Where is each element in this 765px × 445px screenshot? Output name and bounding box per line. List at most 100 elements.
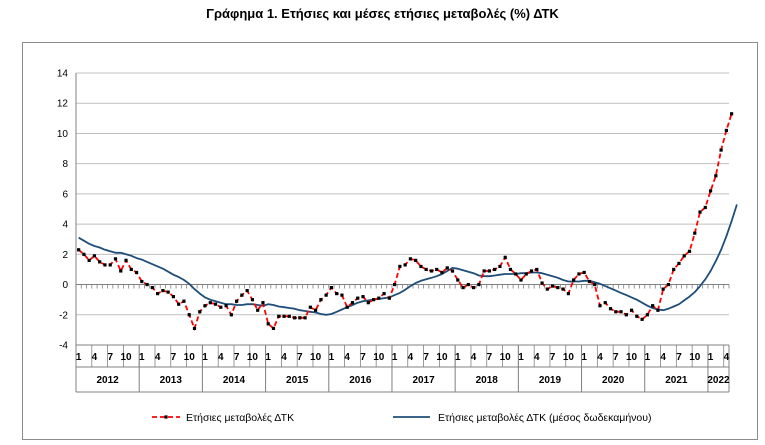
series-annual-marker <box>145 282 149 287</box>
year-label: 2016 <box>349 375 372 386</box>
month-tick-label: 4 <box>92 352 98 363</box>
year-label: 2013 <box>160 375 183 386</box>
legend-annual-marker <box>164 415 168 419</box>
series-annual-marker <box>666 282 671 287</box>
series-annual-marker <box>277 314 281 318</box>
year-label: 2017 <box>412 375 435 386</box>
series-annual-marker <box>98 260 102 264</box>
legend-annual-label: Ετήσιες μεταβολές ΔΤΚ <box>186 412 294 424</box>
y-tick-label: -2 <box>59 310 68 321</box>
month-tick-label: 1 <box>581 352 587 363</box>
series-annual-marker <box>435 267 439 272</box>
year-label: 2021 <box>665 375 688 386</box>
series-annual-marker <box>556 285 560 290</box>
series-annual-marker <box>150 285 154 290</box>
series-annual-marker <box>461 285 465 290</box>
month-tick-label: 7 <box>234 352 240 363</box>
series-annual-marker <box>182 299 186 303</box>
series-annual-marker <box>645 313 649 317</box>
series-annual-marker <box>566 292 570 296</box>
month-tick-label: 10 <box>310 352 322 363</box>
month-tick-label: 7 <box>360 352 366 363</box>
series-annual-line <box>78 113 733 332</box>
series-annual-marker <box>682 254 686 258</box>
month-tick-label: 1 <box>518 352 524 363</box>
series-annual-marker <box>250 298 255 302</box>
series-annual-marker <box>192 326 197 330</box>
year-label: 2012 <box>96 375 119 386</box>
series-annual-marker <box>324 293 328 297</box>
series-annual-marker <box>587 279 592 284</box>
month-tick-label: 7 <box>171 352 177 363</box>
series-annual-marker <box>129 267 133 272</box>
year-label: 2020 <box>602 375 625 386</box>
series-annual-marker <box>403 263 407 267</box>
chart-title: Γράφημα 1. Ετήσιες και μέσες ετήσιες μετ… <box>206 6 559 21</box>
series-annual-marker <box>398 264 402 269</box>
series-annual-marker <box>529 269 534 273</box>
series-annual-marker <box>535 267 539 272</box>
month-tick-label: 4 <box>408 352 414 363</box>
month-tick-label: 10 <box>563 352 575 363</box>
series-annual-marker <box>408 257 412 261</box>
month-tick-label: 10 <box>500 352 512 363</box>
series-average-line <box>78 204 738 316</box>
series-annual-marker <box>124 258 128 262</box>
month-tick-label: 4 <box>597 352 603 363</box>
series-layer <box>77 112 738 332</box>
year-label: 2019 <box>539 375 562 386</box>
series-annual-marker <box>651 304 655 308</box>
series-annual-marker <box>635 314 639 318</box>
series-annual-marker <box>661 287 665 291</box>
series-annual-marker <box>640 317 644 321</box>
series-annual-marker <box>240 293 244 297</box>
series-annual-marker <box>572 278 576 282</box>
month-tick-label: 10 <box>373 352 385 363</box>
month-tick-label: 10 <box>436 352 448 363</box>
series-annual-marker <box>134 270 139 275</box>
series-annual-marker <box>608 307 613 311</box>
series-annual-marker <box>314 308 318 312</box>
series-annual-marker <box>82 252 86 256</box>
series-annual-marker <box>714 174 718 178</box>
series-annual-marker <box>614 310 618 314</box>
series-annual-marker <box>493 267 497 272</box>
y-tick-label: 6 <box>62 189 68 200</box>
series-annual-marker <box>103 263 107 267</box>
series-annual-marker <box>203 304 207 308</box>
series-annual-marker <box>208 301 212 305</box>
series-annual-marker <box>577 272 581 276</box>
month-tick-label: 4 <box>218 352 224 363</box>
series-annual-marker <box>92 254 97 258</box>
series-annual-marker <box>508 267 513 272</box>
series-annual-marker <box>672 267 676 272</box>
series-annual-marker <box>708 189 713 193</box>
series-annual-marker <box>271 326 276 330</box>
series-annual-marker <box>303 316 307 320</box>
series-annual-marker <box>108 263 112 267</box>
year-label: 2018 <box>476 375 499 386</box>
series-annual-marker <box>424 267 428 272</box>
series-annual-marker <box>319 298 323 302</box>
series-annual-marker <box>477 282 481 287</box>
month-tick-label: 1 <box>392 352 398 363</box>
year-label: 2015 <box>286 375 309 386</box>
month-tick-label: 1 <box>645 352 651 363</box>
series-annual-marker <box>166 290 170 294</box>
series-annual-marker <box>350 301 355 305</box>
series-annual-marker <box>593 282 597 287</box>
series-annual-marker <box>629 308 634 312</box>
month-tick-label: 1 <box>139 352 145 363</box>
series-annual-marker <box>703 205 707 210</box>
series-annual-marker <box>87 258 91 262</box>
y-tick-label: 2 <box>62 250 68 261</box>
month-tick-label: 7 <box>423 352 429 363</box>
series-annual-marker <box>245 289 249 293</box>
series-annual-marker <box>335 292 339 296</box>
series-annual-marker <box>466 282 470 287</box>
series-annual-marker <box>229 313 233 317</box>
grid-layer <box>76 72 729 346</box>
series-annual-marker <box>387 296 391 300</box>
series-annual-marker <box>282 314 286 318</box>
